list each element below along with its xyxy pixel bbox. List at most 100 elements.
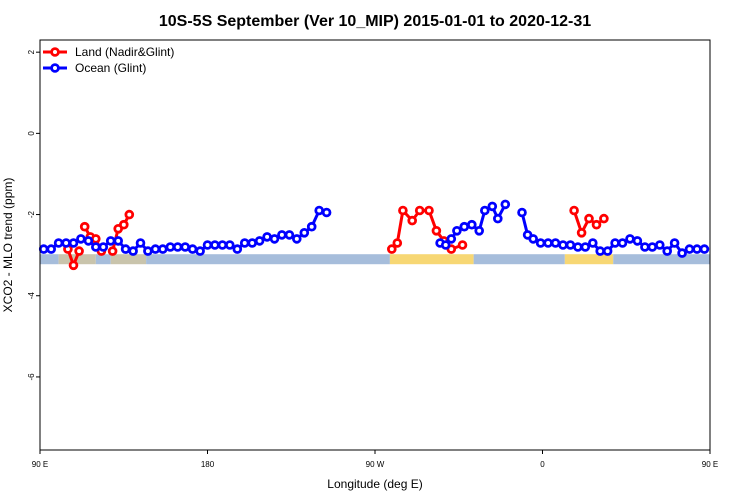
data-point bbox=[500, 199, 511, 210]
data-point bbox=[684, 244, 695, 254]
data-point bbox=[53, 238, 64, 248]
data-point bbox=[602, 246, 613, 256]
data-point bbox=[528, 234, 538, 244]
x-tick-label: 90 W bbox=[366, 460, 385, 469]
series-layer bbox=[38, 199, 710, 271]
data-point bbox=[105, 236, 116, 246]
data-point bbox=[632, 236, 643, 246]
data-point bbox=[158, 244, 168, 254]
data-point bbox=[487, 201, 498, 212]
data-point bbox=[386, 244, 397, 254]
data-point bbox=[595, 246, 605, 256]
data-point bbox=[699, 244, 710, 254]
x-tick-label: 0 bbox=[540, 460, 545, 469]
x-tick-label: 90 E bbox=[32, 460, 48, 469]
data-point bbox=[446, 234, 457, 244]
legend: Land (Nadir&Glint) Ocean (Glint) bbox=[43, 45, 174, 75]
data-point bbox=[550, 238, 561, 248]
y-tick-label: 0 bbox=[27, 131, 36, 136]
data-point bbox=[440, 240, 451, 250]
data-point bbox=[543, 238, 553, 248]
data-point bbox=[202, 240, 213, 250]
data-point bbox=[180, 242, 191, 252]
band-segment-ocean bbox=[95, 254, 111, 265]
data-point bbox=[452, 226, 462, 236]
data-point bbox=[647, 242, 658, 252]
legend-label: Land (Nadir&Glint) bbox=[75, 45, 174, 59]
legend-label: Ocean (Glint) bbox=[75, 61, 146, 75]
data-point bbox=[46, 244, 56, 254]
data-point bbox=[120, 244, 131, 254]
x-axis: 90 E 180 90 W 0 90 E bbox=[32, 450, 718, 469]
data-point bbox=[479, 205, 490, 216]
data-point bbox=[677, 248, 687, 258]
data-point bbox=[98, 242, 109, 252]
data-point bbox=[210, 240, 220, 250]
y-tick-label: -4 bbox=[27, 292, 36, 300]
data-point bbox=[573, 242, 583, 252]
data-point bbox=[83, 236, 94, 246]
data-point bbox=[580, 242, 591, 252]
data-point bbox=[662, 246, 672, 256]
data-point bbox=[625, 234, 635, 244]
data-point bbox=[535, 238, 546, 248]
data-point bbox=[314, 205, 325, 216]
data-point bbox=[617, 238, 628, 248]
y-tick-label: -2 bbox=[27, 210, 36, 218]
data-point bbox=[68, 238, 79, 248]
data-point bbox=[277, 230, 287, 240]
data-point bbox=[640, 242, 650, 252]
data-point bbox=[669, 238, 680, 248]
data-point bbox=[591, 219, 602, 230]
data-point bbox=[124, 209, 135, 220]
data-point bbox=[610, 238, 620, 248]
data-point bbox=[187, 244, 198, 254]
data-point bbox=[269, 234, 280, 244]
data-point bbox=[254, 236, 265, 246]
data-point bbox=[517, 207, 527, 218]
data-point bbox=[225, 240, 235, 250]
legend-marker bbox=[50, 63, 60, 73]
data-point bbox=[299, 228, 310, 238]
band-layer bbox=[40, 254, 710, 265]
data-point bbox=[291, 234, 302, 244]
data-point bbox=[587, 238, 598, 248]
data-point bbox=[74, 246, 84, 256]
x-tick-label: 90 E bbox=[702, 460, 718, 469]
data-point bbox=[38, 244, 49, 254]
data-point bbox=[143, 246, 153, 256]
band-segment-land bbox=[389, 254, 474, 265]
x-tick-label: 180 bbox=[201, 460, 215, 469]
data-point bbox=[457, 240, 468, 250]
data-point bbox=[459, 221, 470, 232]
data-point bbox=[79, 221, 90, 232]
data-point bbox=[61, 238, 71, 248]
data-point bbox=[119, 219, 129, 230]
data-point bbox=[492, 213, 503, 224]
band-segment-land-sparse bbox=[110, 254, 147, 265]
data-point bbox=[321, 207, 332, 218]
data-point bbox=[135, 238, 146, 248]
y-tick-label: -6 bbox=[27, 373, 36, 381]
data-point bbox=[569, 205, 579, 216]
data-point bbox=[76, 234, 86, 244]
data-point bbox=[113, 236, 123, 246]
data-point bbox=[217, 240, 228, 250]
data-point bbox=[414, 205, 425, 216]
data-point bbox=[576, 228, 587, 238]
data-point bbox=[107, 246, 118, 256]
y-axis-title: XCO2 - MLO trend (ppm) bbox=[1, 178, 15, 313]
chart-title: 10S-5S September (Ver 10_MIP) 2015-01-01… bbox=[159, 13, 591, 30]
data-point bbox=[91, 234, 101, 244]
data-point bbox=[150, 244, 161, 254]
data-point bbox=[247, 238, 258, 248]
band-segment-ocean bbox=[473, 254, 565, 265]
data-point bbox=[195, 246, 205, 256]
data-point bbox=[558, 240, 568, 250]
legend-marker bbox=[50, 47, 60, 57]
data-point bbox=[424, 205, 434, 216]
data-point bbox=[232, 244, 243, 254]
data-point bbox=[165, 242, 176, 252]
data-point bbox=[398, 205, 408, 216]
data-point bbox=[692, 244, 702, 254]
